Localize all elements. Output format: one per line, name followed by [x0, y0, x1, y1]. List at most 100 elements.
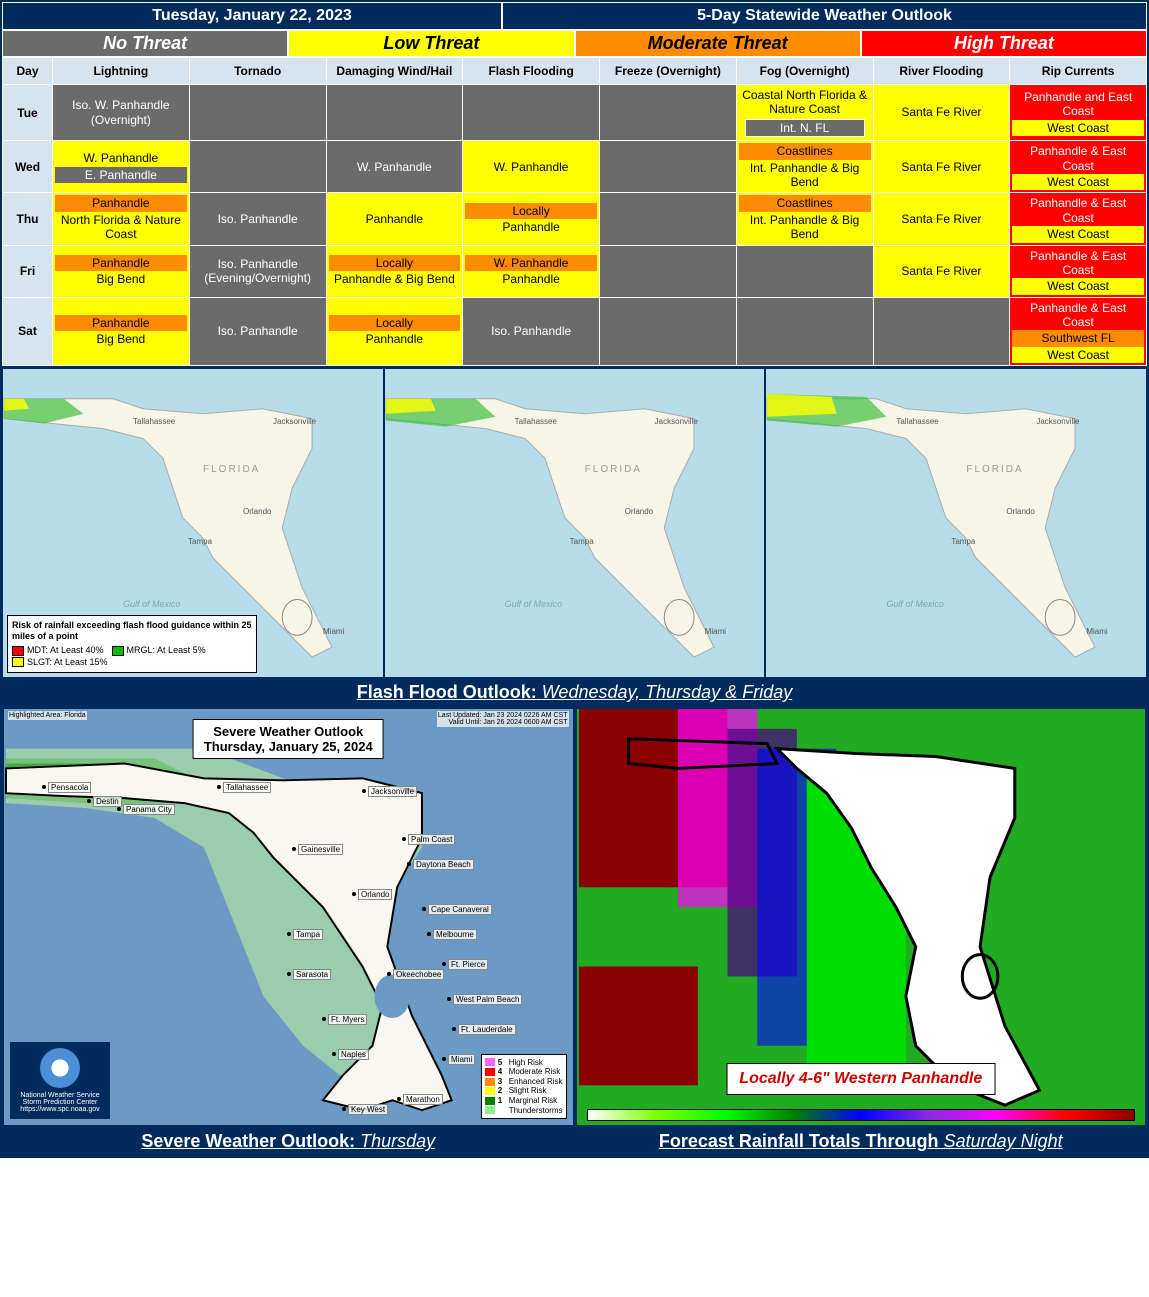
city-label: Palm Coast — [408, 834, 455, 845]
hazard-segment: Panhandle & East Coast — [1012, 300, 1144, 331]
hazard-cell: Iso. Panhandle (Evening/Overnight) — [189, 245, 326, 297]
city-label: Gainesville — [298, 844, 343, 855]
hazard-segment: Coastal North Florida & Nature Coast — [739, 87, 871, 118]
hazard-segment: Santa Fe River — [876, 263, 1008, 279]
threat-low: Low Threat — [288, 30, 574, 57]
hazard-segment: Panhandle — [329, 331, 461, 347]
hazard-cell — [600, 193, 737, 245]
hazard-cell — [736, 245, 873, 297]
hazard-segment: W. Panhandle — [465, 159, 597, 175]
rainfall-caption: Forecast Rainfall Totals Through Saturda… — [575, 1127, 1148, 1156]
hazard-cell: Iso. W. Panhandle (Overnight) — [53, 85, 190, 141]
hazard-segment: Santa Fe River — [876, 159, 1008, 175]
hazard-cell: Santa Fe River — [873, 245, 1010, 297]
hazard-segment: Panhandle — [55, 315, 187, 331]
hazard-segment: Panhandle — [465, 219, 597, 235]
hazard-segment: Iso. Panhandle (Evening/Overnight) — [192, 256, 324, 287]
noaa-badge: National Weather Service Storm Predictio… — [10, 1042, 110, 1119]
hazard-segment: Santa Fe River — [876, 104, 1008, 120]
city-label: Pensacola — [48, 782, 91, 793]
hazard-segment: West Coast — [1012, 347, 1144, 363]
hazard-cell: Panhandle — [326, 193, 463, 245]
hazard-cell: CoastlinesInt. Panhandle & Big Bend — [736, 141, 873, 193]
hazard-segment: Locally — [329, 255, 461, 271]
hazard-cell — [600, 297, 737, 366]
rainfall-callout: Locally 4-6" Western Panhandle — [726, 1063, 995, 1095]
outlook-table: DayLightningTornadoDamaging Wind/HailFla… — [2, 57, 1147, 366]
hazard-segment: Int. Panhandle & Big Bend — [739, 160, 871, 191]
column-header: Tornado — [189, 58, 326, 85]
hazard-segment: Big Bend — [55, 331, 187, 347]
hazard-cell — [736, 297, 873, 366]
hazard-cell — [873, 297, 1010, 366]
city-label: Melbourne — [433, 929, 477, 940]
flood-maps-row: FLORIDA Tallahassee Jacksonville Orlando… — [2, 366, 1147, 678]
hazard-cell: Santa Fe River — [873, 141, 1010, 193]
hazard-cell: Coastal North Florida & Nature CoastInt.… — [736, 85, 873, 141]
bottom-panels: Highlighted Area: Florida Last Updated: … — [2, 707, 1147, 1127]
hazard-segment: Iso. Panhandle — [465, 323, 597, 339]
city-label: Cape Canaveral — [428, 904, 492, 915]
risk-legend-row: 1Marginal Risk — [485, 1096, 563, 1106]
risk-swatch-icon — [485, 1087, 495, 1095]
hazard-cell: W. PanhandleE. Panhandle — [53, 141, 190, 193]
hazard-segment: Panhandle — [55, 255, 187, 271]
column-header: Fog (Overnight) — [736, 58, 873, 85]
day-cell: Sat — [3, 297, 53, 366]
header-date: Tuesday, January 22, 2023 — [2, 2, 502, 30]
column-header: Lightning — [53, 58, 190, 85]
hazard-segment: Santa Fe River — [876, 211, 1008, 227]
hazard-segment: W. Panhandle — [329, 159, 461, 175]
hazard-cell: Iso. Panhandle — [189, 193, 326, 245]
flood-map-fri: FLORIDA Tallahassee Jacksonville Orlando… — [765, 368, 1147, 678]
hazard-cell: Panhandle & East CoastSouthwest FLWest C… — [1010, 297, 1147, 366]
header-row: Tuesday, January 22, 2023 5-Day Statewid… — [2, 2, 1147, 30]
hazard-segment: E. Panhandle — [55, 167, 187, 183]
risk-legend-row: 3Enhanced Risk — [485, 1077, 563, 1087]
risk-swatch-icon — [485, 1078, 495, 1086]
city-label: Naples — [338, 1049, 369, 1060]
column-header: Flash Flooding — [463, 58, 600, 85]
city-label: Miami — [448, 1054, 475, 1065]
hazard-segment: Iso. Panhandle — [192, 323, 324, 339]
hazard-cell: W. Panhandle — [463, 141, 600, 193]
column-header: Damaging Wind/Hail — [326, 58, 463, 85]
hazard-cell: Santa Fe River — [873, 193, 1010, 245]
threat-none: No Threat — [2, 30, 288, 57]
hazard-segment: Panhandle — [465, 271, 597, 287]
risk-swatch-icon — [485, 1106, 495, 1114]
hazard-segment: Iso. W. Panhandle (Overnight) — [55, 97, 187, 128]
hazard-cell: LocallyPanhandle — [463, 193, 600, 245]
column-header: Rip Currents — [1010, 58, 1147, 85]
hazard-cell: Panhandle and East CoastWest Coast — [1010, 85, 1147, 141]
city-label: Sarasota — [293, 969, 331, 980]
day-cell: Wed — [3, 141, 53, 193]
city-label: Ft. Myers — [328, 1014, 367, 1025]
hazard-segment: Panhandle — [55, 195, 187, 211]
city-label: Destin — [93, 796, 122, 807]
hazard-cell: W. PanhandlePanhandle — [463, 245, 600, 297]
hazard-cell — [600, 85, 737, 141]
hazard-segment: West Coast — [1012, 278, 1144, 294]
risk-legend-row: 2Slight Risk — [485, 1086, 563, 1096]
hazard-cell: W. Panhandle — [326, 141, 463, 193]
risk-swatch-icon — [485, 1097, 495, 1105]
hazard-segment: W. Panhandle — [55, 150, 187, 166]
hazard-segment: Southwest FL — [1012, 330, 1144, 346]
flood-caption: Flash Flood Outlook: Wednesday, Thursday… — [2, 678, 1147, 707]
risk-swatch-icon — [485, 1058, 495, 1066]
hazard-cell: Santa Fe River — [873, 85, 1010, 141]
hazard-cell: PanhandleBig Bend — [53, 245, 190, 297]
hazard-segment: West Coast — [1012, 226, 1144, 242]
city-label: Daytona Beach — [413, 859, 474, 870]
severe-caption: Severe Weather Outlook: Thursday — [2, 1127, 575, 1156]
hazard-segment: W. Panhandle — [465, 255, 597, 271]
hazard-cell: Panhandle & East CoastWest Coast — [1010, 193, 1147, 245]
hazard-segment: West Coast — [1012, 120, 1144, 136]
flood-map-thu: FLORIDA Tallahassee Jacksonville Orlando… — [384, 368, 766, 678]
hazard-segment: Locally — [465, 203, 597, 219]
hazard-segment: Panhandle and East Coast — [1012, 89, 1144, 120]
city-label: West Palm Beach — [453, 994, 522, 1005]
state-label: FLORIDA — [203, 464, 260, 475]
hazard-segment: Int. N. FL — [745, 119, 865, 137]
